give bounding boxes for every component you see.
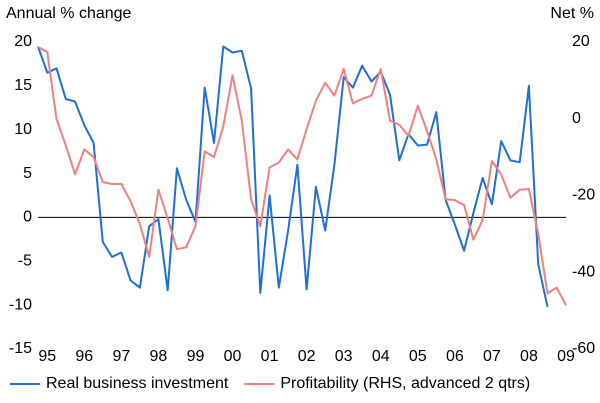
x-tick-label: 08 xyxy=(520,348,538,365)
x-tick-label: 00 xyxy=(224,348,242,365)
x-tick-label: 09 xyxy=(557,348,575,365)
x-tick-label: 99 xyxy=(187,348,205,365)
y2-tick-label: -20 xyxy=(572,187,595,204)
y2-tick-label: -40 xyxy=(572,263,595,280)
x-tick-label: 05 xyxy=(409,348,427,365)
x-tick-label: 06 xyxy=(446,348,464,365)
legend-label: Profitability (RHS, advanced 2 qtrs) xyxy=(280,375,530,392)
y-axis-label: Annual % change xyxy=(6,5,132,22)
y-tick-label: -5 xyxy=(18,253,32,270)
y-tick-label: 20 xyxy=(14,33,32,50)
x-tick-label: 98 xyxy=(150,348,168,365)
x-tick-label: 02 xyxy=(298,348,316,365)
x-tick-label: 07 xyxy=(483,348,501,365)
legend-label: Real business investment xyxy=(46,375,229,392)
y-tick-label: -15 xyxy=(9,340,32,357)
y2-tick-label: 0 xyxy=(572,110,581,127)
y2-tick-label: 20 xyxy=(572,33,590,50)
y-tick-label: 10 xyxy=(14,121,32,138)
y-tick-label: 15 xyxy=(14,77,32,94)
y-tick-label: 5 xyxy=(23,165,32,182)
x-tick-label: 96 xyxy=(75,348,93,365)
y-tick-label: 0 xyxy=(23,209,32,226)
x-tick-label: 97 xyxy=(112,348,130,365)
x-tick-label: 01 xyxy=(261,348,279,365)
x-tick-label: 95 xyxy=(38,348,56,365)
y2-axis-label: Net % xyxy=(550,5,594,22)
y-tick-label: -10 xyxy=(9,296,32,313)
x-tick-label: 03 xyxy=(335,348,353,365)
y2-tick-label: -60 xyxy=(572,340,595,357)
series-line xyxy=(37,46,567,306)
series-line xyxy=(37,45,549,308)
x-tick-label: 04 xyxy=(372,348,390,365)
